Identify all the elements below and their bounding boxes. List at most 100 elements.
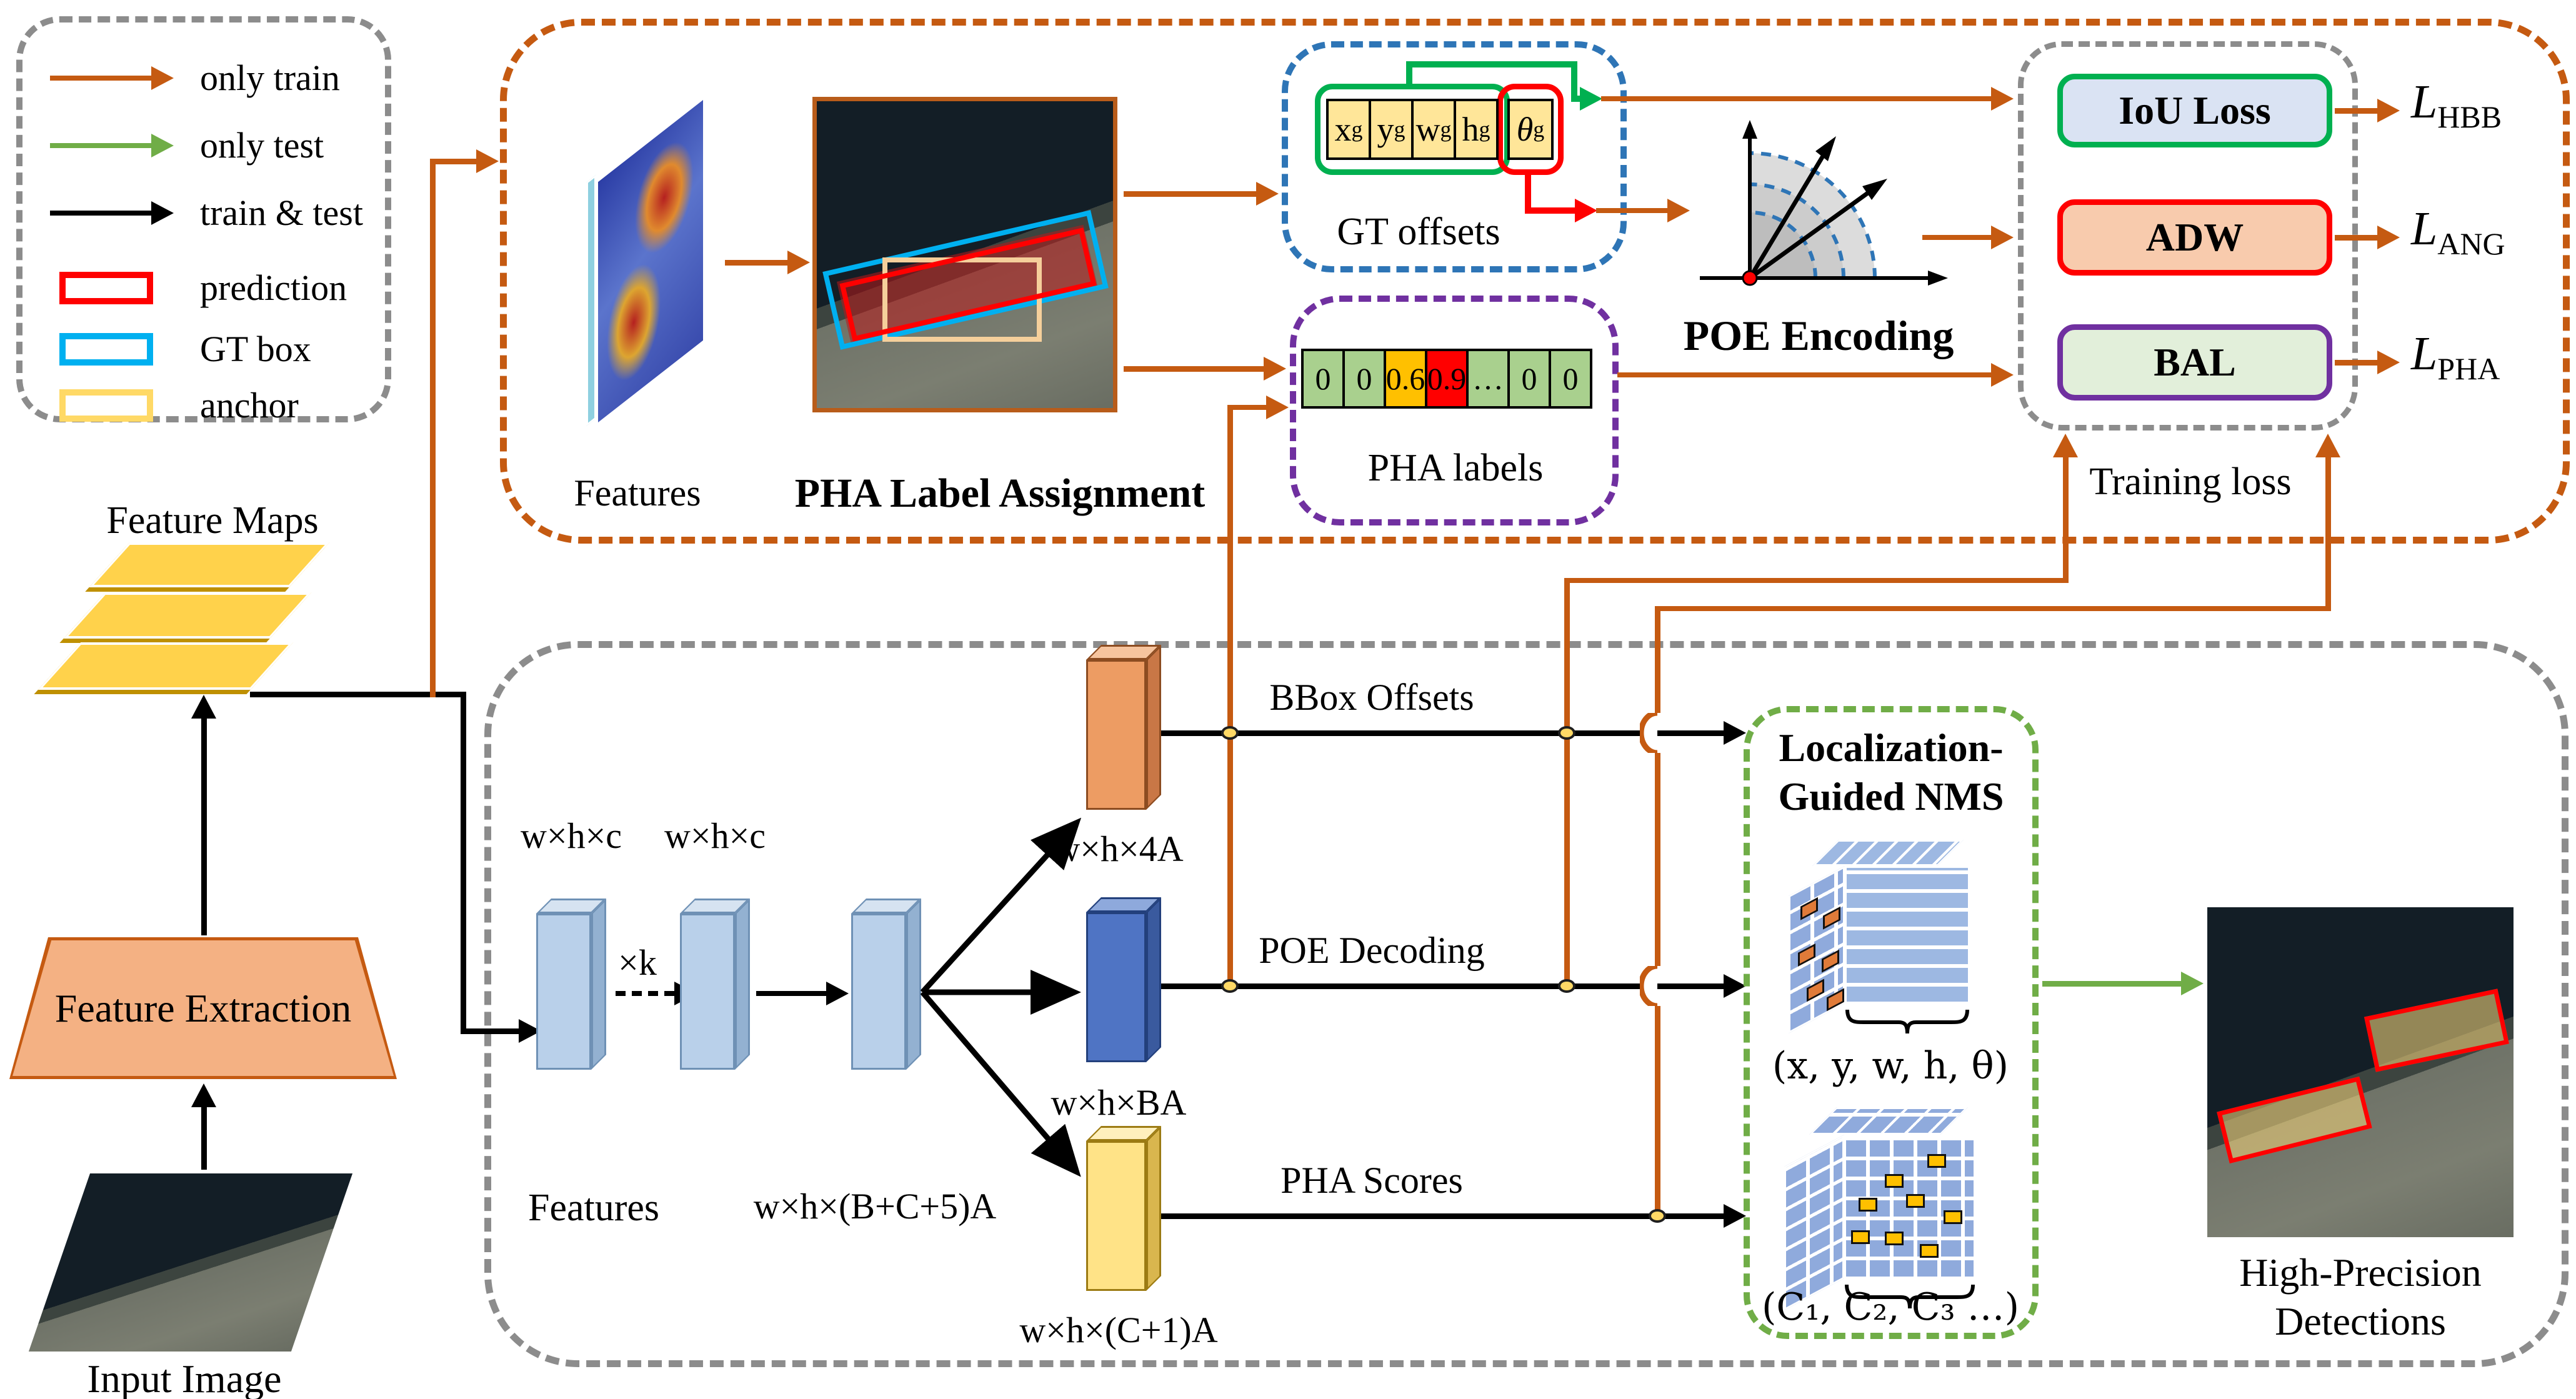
conv2-to-conv3-line (756, 991, 826, 996)
pha-cell-2: 0 (1342, 349, 1386, 409)
nms-box (1744, 706, 2039, 1339)
junction-dot-v1-poe (1221, 979, 1239, 993)
legend-train-test-label: train & test (200, 192, 363, 233)
conv-slab2-front (680, 914, 735, 1070)
gt-xywh-wire-h (1406, 61, 1577, 67)
assignment-image (812, 97, 1117, 412)
phalabels-to-bal-arrowhead (1991, 363, 2014, 387)
bbox-stream-line (1149, 730, 1724, 736)
pha-assignment-label: PHA Label Assignment (794, 470, 1206, 516)
conv2-dim-label: w×h×c (664, 815, 766, 856)
detection-head-container (484, 641, 2569, 1367)
bbox-slab-front (1086, 660, 1146, 810)
legend-train-test-arrow (50, 211, 151, 216)
marked-cell (1920, 1244, 1939, 1258)
gt-offsets-box (1282, 41, 1627, 272)
pha-stream-arrowhead (1724, 1204, 1746, 1228)
iou-out-arrowhead (2377, 99, 2400, 122)
pred-to-assignment-arrowhead (1266, 396, 1289, 419)
head-features-label: Features (527, 1187, 660, 1229)
marked-cell (1859, 1198, 1877, 1212)
assignment-features-label: Features (574, 472, 701, 514)
phascores-to-loss-wire-h (1655, 606, 2331, 611)
xk-label: ×k (618, 942, 657, 983)
bbox-stream-label: BBox Offsets (1269, 677, 1474, 718)
marked-cell (1798, 943, 1815, 967)
conv-slab1-front (536, 914, 591, 1070)
detection-box-2 (2364, 988, 2509, 1072)
gt-theta-wire-arrowhead (1575, 199, 1597, 222)
image-to-gtoffsets-arrow (1124, 191, 1256, 197)
extraction-to-maps-arrowhead (191, 695, 216, 719)
phascores-to-loss-wire-v-b (1655, 753, 1660, 966)
maps-output-line-v (461, 692, 466, 1034)
pha-cell-7: 0 (1549, 349, 1592, 409)
heatmap-to-image-arrow (725, 260, 787, 266)
boxes-tensor-right-face (1845, 866, 1970, 1003)
xk-dashed-line (616, 991, 674, 996)
conv-slab3-front (851, 914, 906, 1070)
maps-output-line-h (250, 692, 466, 697)
conv1-dim-label: w×h×c (520, 815, 622, 856)
training-pipeline-container (500, 19, 2570, 544)
gt-xywh-group-outline (1315, 84, 1510, 175)
detections-label-line2: Detections (2275, 1299, 2446, 1343)
feature-extraction-label: Feature Extraction (54, 985, 352, 1030)
legend-only-test-label: only test (200, 125, 324, 166)
phascores-to-loss-wire-v2 (2325, 456, 2331, 609)
conv-slab2-side (735, 899, 750, 1070)
classes-tensor-top (1809, 1107, 1968, 1135)
boxes-tuple-label: (x, y, w, h, θ) (1772, 1044, 2009, 1088)
junction-dot-v2-poe (1558, 979, 1575, 993)
legend-gtbox-label: GT box (200, 329, 311, 369)
marked-cell (1885, 1232, 1904, 1245)
marked-cell (1851, 1230, 1870, 1244)
legend-only-train-arrow (50, 76, 151, 81)
image-to-phalabels-arrow (1124, 366, 1264, 372)
poe-stream-label: POE Decoding (1259, 930, 1485, 971)
bal-box: BAL (2057, 324, 2332, 401)
junction-dot-v2-bbox (1558, 726, 1575, 740)
gt-xywh-wire-arrowhead (1580, 87, 1602, 111)
junction-dot-v3-pha (1649, 1209, 1666, 1223)
poe-stream-line (1149, 983, 1724, 989)
legend-gtbox-swatch (59, 333, 153, 366)
bbox-dim-label: w×h×4A (1054, 829, 1184, 869)
pha-slab-side (1146, 1126, 1161, 1291)
pred-to-assignment-wire-h (1227, 405, 1266, 410)
pha-cell-3: 0.6 (1384, 349, 1427, 409)
feature-extraction-trapezoid: Feature Extraction (12, 940, 394, 1076)
branch-arrows (920, 817, 1082, 1177)
boxes-tensor-top (1812, 840, 1964, 866)
detections-image (2207, 907, 2514, 1237)
loss-hbb-label: LHBB (2411, 76, 2502, 135)
extraction-to-maps-line (201, 719, 207, 935)
nms-title-line1: Localization- (1779, 725, 2004, 770)
gt-offsets-title: GT offsets (1337, 211, 1500, 253)
pha-labels-title: PHA labels (1367, 447, 1544, 489)
junction-dot-v1-bbox (1221, 726, 1239, 740)
poe-slab-side (1146, 897, 1161, 1062)
legend-only-train-label: only train (200, 57, 340, 98)
poe-encoding-fan (1700, 120, 1948, 286)
phascores-to-loss-arrowhead (2315, 434, 2340, 457)
pha-cell-5: … (1466, 349, 1510, 409)
legend-only-test-arrowhead (151, 134, 174, 157)
adw-out-line (2335, 235, 2377, 241)
training-loss-title: Training loss (2089, 461, 2292, 503)
pha-cell-4: 0.9 (1425, 349, 1469, 409)
marked-cell (1927, 1154, 1946, 1168)
detections-label-line1: High-Precision (2239, 1250, 2482, 1295)
bal-out-arrowhead (2377, 351, 2400, 374)
pha-cell-1: 0 (1301, 349, 1345, 409)
legend-only-train-arrowhead (151, 66, 174, 90)
conv-slab1-side (591, 899, 606, 1070)
iou-loss-label: IoU Loss (2119, 88, 2271, 132)
marked-cell (1885, 1174, 1904, 1188)
nms-to-output-line (2042, 981, 2181, 987)
marked-cell (1822, 949, 1839, 973)
